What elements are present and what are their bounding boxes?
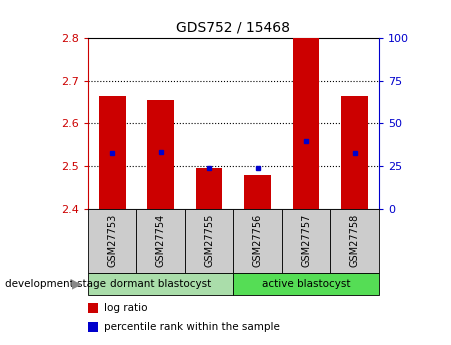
Text: GSM27757: GSM27757 — [301, 214, 311, 267]
Bar — [137, 209, 185, 273]
Bar — [147, 100, 174, 209]
Text: dormant blastocyst: dormant blastocyst — [110, 279, 212, 289]
Text: GSM27755: GSM27755 — [204, 214, 214, 267]
Bar — [234, 209, 282, 273]
Bar — [99, 96, 125, 209]
Text: GSM27756: GSM27756 — [253, 214, 262, 267]
Bar — [88, 303, 98, 313]
Text: active blastocyst: active blastocyst — [262, 279, 350, 289]
Text: log ratio: log ratio — [104, 303, 147, 313]
Title: GDS752 / 15468: GDS752 / 15468 — [176, 20, 290, 34]
Bar — [88, 273, 234, 295]
Bar — [88, 322, 98, 332]
Bar — [330, 209, 379, 273]
Bar — [341, 96, 368, 209]
Bar — [234, 273, 379, 295]
Text: ▶: ▶ — [72, 277, 82, 290]
Bar — [196, 168, 222, 209]
Text: GSM27753: GSM27753 — [107, 214, 117, 267]
Bar — [293, 38, 319, 209]
Text: GSM27754: GSM27754 — [156, 214, 166, 267]
Bar — [185, 209, 234, 273]
Text: development stage: development stage — [5, 279, 106, 289]
Text: percentile rank within the sample: percentile rank within the sample — [104, 322, 280, 332]
Text: GSM27758: GSM27758 — [350, 214, 359, 267]
Bar — [244, 175, 271, 209]
Bar — [282, 209, 330, 273]
Bar — [88, 209, 137, 273]
